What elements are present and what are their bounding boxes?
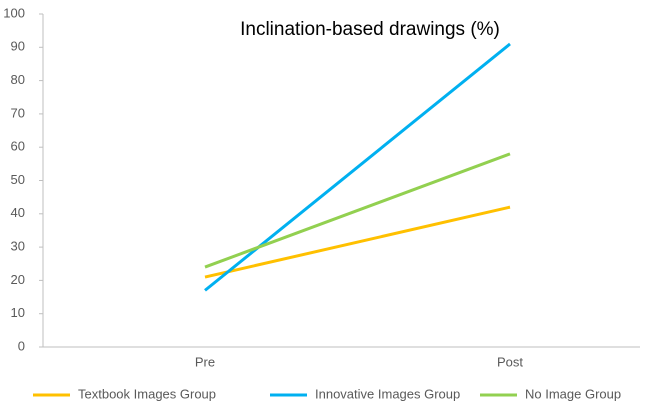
chart-title: Inclination-based drawings (%): [240, 19, 500, 40]
y-tick-label: 70: [11, 105, 25, 120]
y-tick-label: 80: [11, 72, 25, 87]
y-tick-label: 20: [11, 272, 25, 287]
y-tick-label: 60: [11, 139, 25, 154]
y-tick-label: 0: [18, 338, 25, 353]
x-tick-label: Pre: [195, 354, 215, 369]
y-tick-label: 30: [11, 239, 25, 254]
legend-label: No Image Group: [525, 386, 621, 401]
y-tick-label: 90: [11, 39, 25, 54]
series-line: [204, 42, 511, 292]
y-tick-label: 40: [11, 205, 25, 220]
legend-label: Textbook Images Group: [78, 386, 216, 401]
series-line: [204, 152, 511, 269]
y-tick-label: 50: [11, 172, 25, 187]
x-tick-label: Post: [497, 354, 523, 369]
legend-label: Innovative Images Group: [315, 386, 460, 401]
y-tick-label: 10: [11, 305, 25, 320]
series-line: [204, 205, 511, 279]
y-tick-label: 100: [3, 5, 25, 20]
